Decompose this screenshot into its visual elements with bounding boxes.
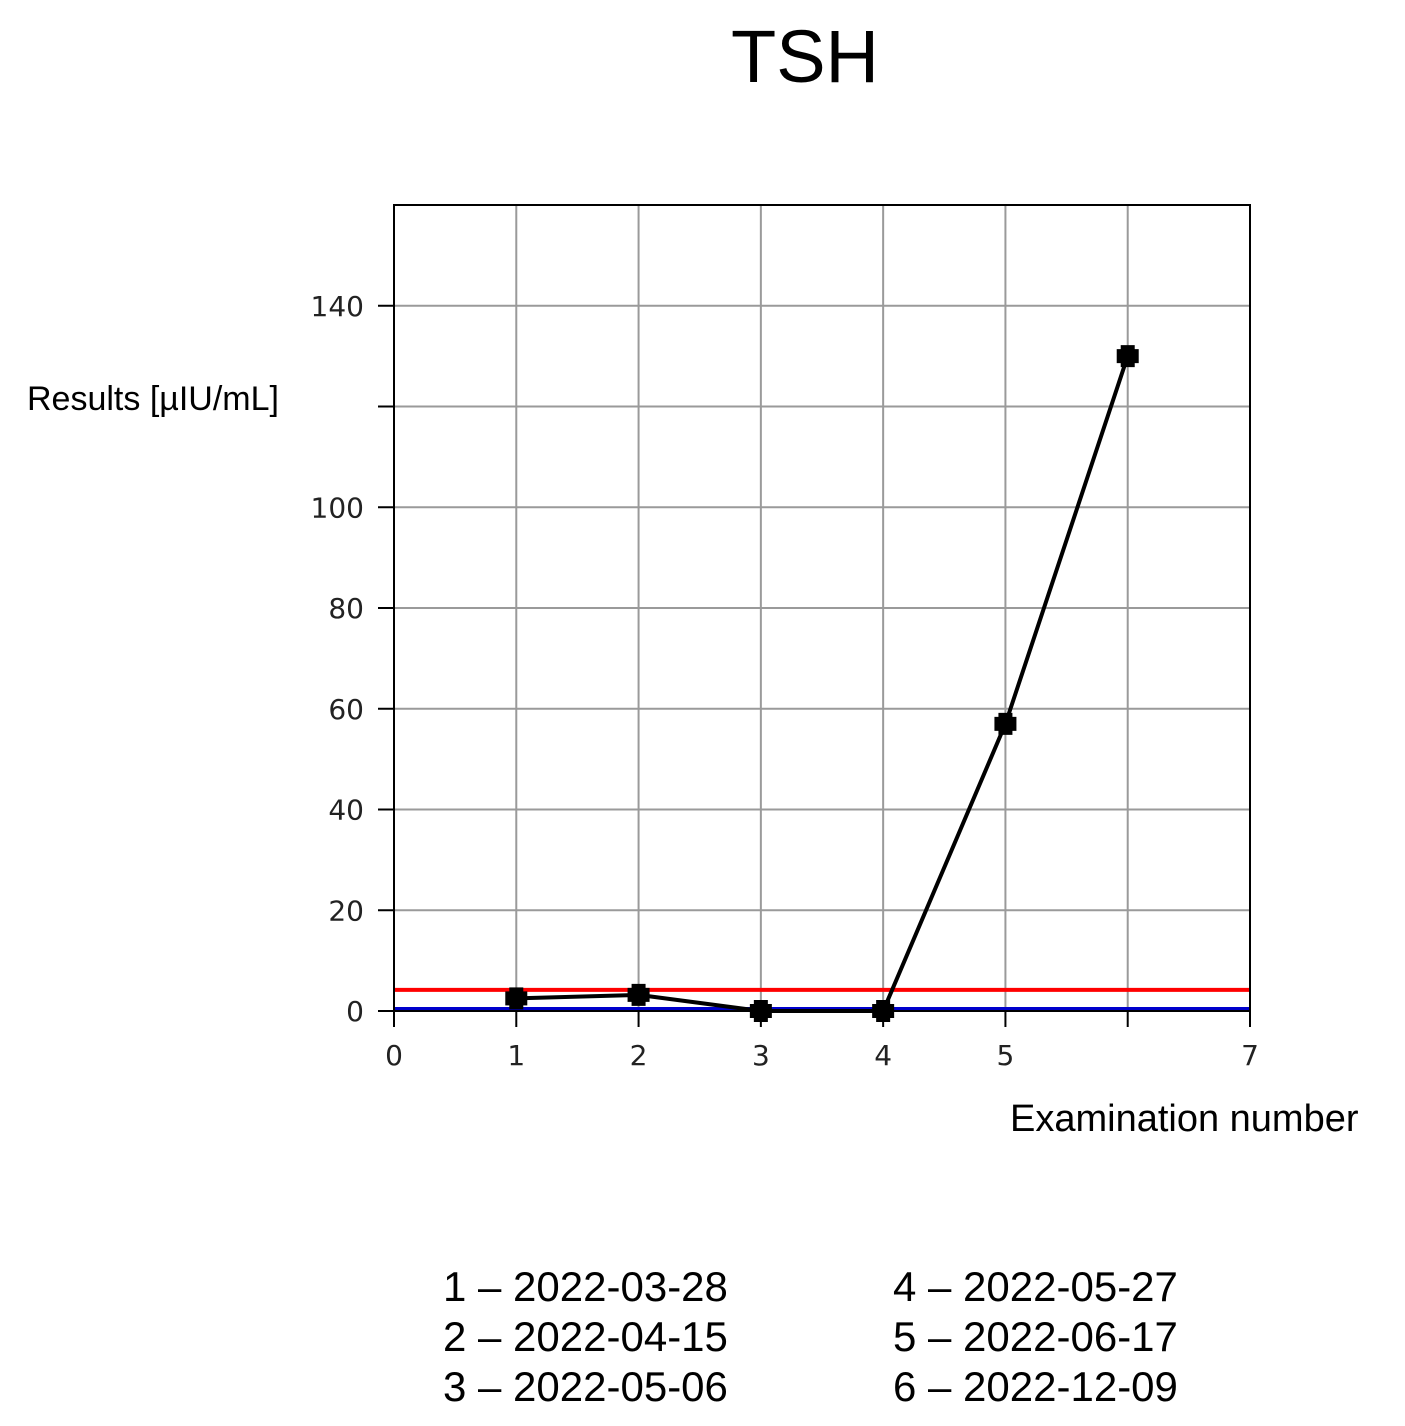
y-tick-label: 40 — [328, 794, 364, 827]
date-legend-left: 1 – 2022-03-28 2 – 2022-04-15 3 – 2022-0… — [443, 1262, 728, 1412]
x-tick-label: 3 — [752, 1039, 770, 1072]
y-axis-label: Results [µIU/mL] — [27, 380, 279, 418]
x-tick-label: 4 — [874, 1039, 892, 1072]
legend-entry: 4 – 2022-05-27 — [893, 1263, 1178, 1310]
chart-title: TSH — [731, 15, 879, 98]
data-point — [1116, 345, 1139, 368]
data-point-marker-v — [509, 987, 524, 1010]
y-tick-label: 20 — [328, 894, 364, 927]
data-point — [627, 983, 650, 1006]
data-point-marker-v — [753, 1000, 768, 1022]
y-tick-label: 0 — [346, 995, 364, 1028]
series-line — [516, 355, 1130, 1013]
legend-entry: 6 – 2022-12-09 — [893, 1363, 1178, 1410]
x-tick-label: 7 — [1241, 1039, 1259, 1072]
data-point — [505, 987, 528, 1010]
x-tick-label: 0 — [385, 1039, 403, 1072]
x-axis-label: Examination number — [1010, 1098, 1359, 1140]
data-point-marker-v — [876, 1000, 891, 1022]
legend-entry: 3 – 2022-05-06 — [443, 1363, 728, 1410]
y-tick-label: 140 — [311, 290, 364, 323]
y-tick-label: 80 — [328, 592, 364, 625]
data-point-marker-v — [998, 712, 1013, 735]
x-tick-label: 5 — [997, 1039, 1015, 1072]
legend-entry: 5 – 2022-06-17 — [893, 1313, 1178, 1360]
y-tick-label: 60 — [328, 693, 364, 726]
data-point-marker-v — [631, 983, 646, 1006]
data-point — [994, 712, 1017, 735]
y-tick-label: 100 — [311, 491, 364, 524]
x-tick-label: 2 — [630, 1039, 648, 1072]
date-legend-right: 4 – 2022-05-27 5 – 2022-06-17 6 – 2022-1… — [893, 1262, 1178, 1412]
data-point — [749, 1000, 772, 1022]
legend-entry: 1 – 2022-03-28 — [443, 1263, 728, 1310]
data-point-marker-v — [1120, 345, 1135, 368]
data-point — [872, 1000, 895, 1022]
x-tick-label: 1 — [507, 1039, 525, 1072]
legend-entry: 2 – 2022-04-15 — [443, 1313, 728, 1360]
